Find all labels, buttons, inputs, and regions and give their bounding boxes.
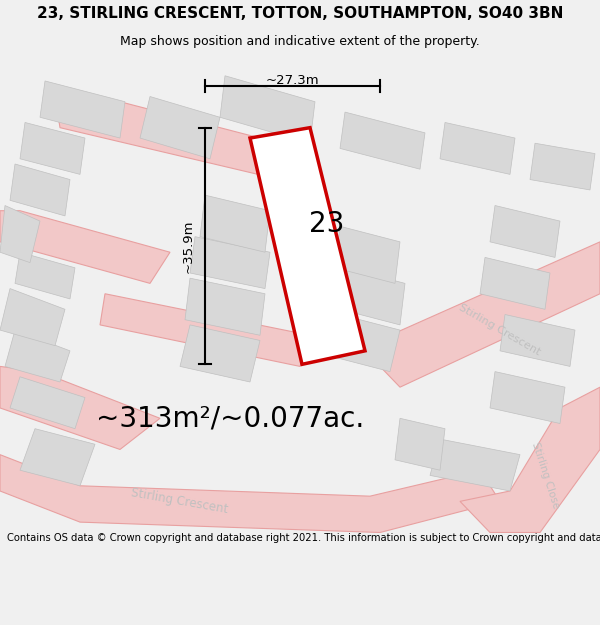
- Text: 23, STIRLING CRESCENT, TOTTON, SOUTHAMPTON, SO40 3BN: 23, STIRLING CRESCENT, TOTTON, SOUTHAMPT…: [37, 6, 563, 21]
- Polygon shape: [0, 211, 170, 283]
- Polygon shape: [335, 226, 400, 283]
- Polygon shape: [340, 268, 405, 325]
- Text: Stirling Close: Stirling Close: [530, 441, 560, 510]
- Polygon shape: [40, 81, 125, 138]
- Polygon shape: [490, 206, 560, 258]
- Polygon shape: [20, 429, 95, 486]
- Polygon shape: [430, 439, 520, 491]
- Polygon shape: [340, 112, 425, 169]
- Polygon shape: [440, 122, 515, 174]
- Polygon shape: [185, 278, 265, 335]
- Polygon shape: [5, 330, 70, 382]
- Polygon shape: [15, 253, 75, 299]
- Text: 23: 23: [309, 211, 344, 239]
- Polygon shape: [20, 122, 85, 174]
- Polygon shape: [200, 195, 270, 252]
- Polygon shape: [380, 242, 600, 387]
- Polygon shape: [10, 164, 70, 216]
- Polygon shape: [250, 127, 365, 364]
- Polygon shape: [55, 91, 300, 179]
- Polygon shape: [0, 454, 500, 532]
- Polygon shape: [190, 237, 270, 289]
- Polygon shape: [10, 377, 85, 429]
- Polygon shape: [0, 366, 160, 449]
- Polygon shape: [0, 289, 65, 346]
- Text: Stirling Crescent: Stirling Crescent: [457, 302, 542, 358]
- Polygon shape: [530, 143, 595, 190]
- Polygon shape: [180, 325, 260, 382]
- Polygon shape: [395, 418, 445, 470]
- Polygon shape: [500, 314, 575, 366]
- Text: Contains OS data © Crown copyright and database right 2021. This information is : Contains OS data © Crown copyright and d…: [7, 533, 600, 543]
- Polygon shape: [460, 387, 600, 532]
- Text: ~35.9m: ~35.9m: [182, 219, 195, 272]
- Text: Map shows position and indicative extent of the property.: Map shows position and indicative extent…: [120, 35, 480, 48]
- Polygon shape: [220, 76, 315, 143]
- Text: ~313m²/~0.077ac.: ~313m²/~0.077ac.: [96, 404, 364, 432]
- Polygon shape: [140, 96, 220, 159]
- Polygon shape: [0, 206, 40, 262]
- Polygon shape: [480, 258, 550, 309]
- Text: Stirling Crescent: Stirling Crescent: [130, 486, 230, 516]
- Polygon shape: [330, 314, 400, 372]
- Polygon shape: [100, 294, 310, 366]
- Text: ~27.3m: ~27.3m: [266, 74, 319, 87]
- Polygon shape: [490, 372, 565, 424]
